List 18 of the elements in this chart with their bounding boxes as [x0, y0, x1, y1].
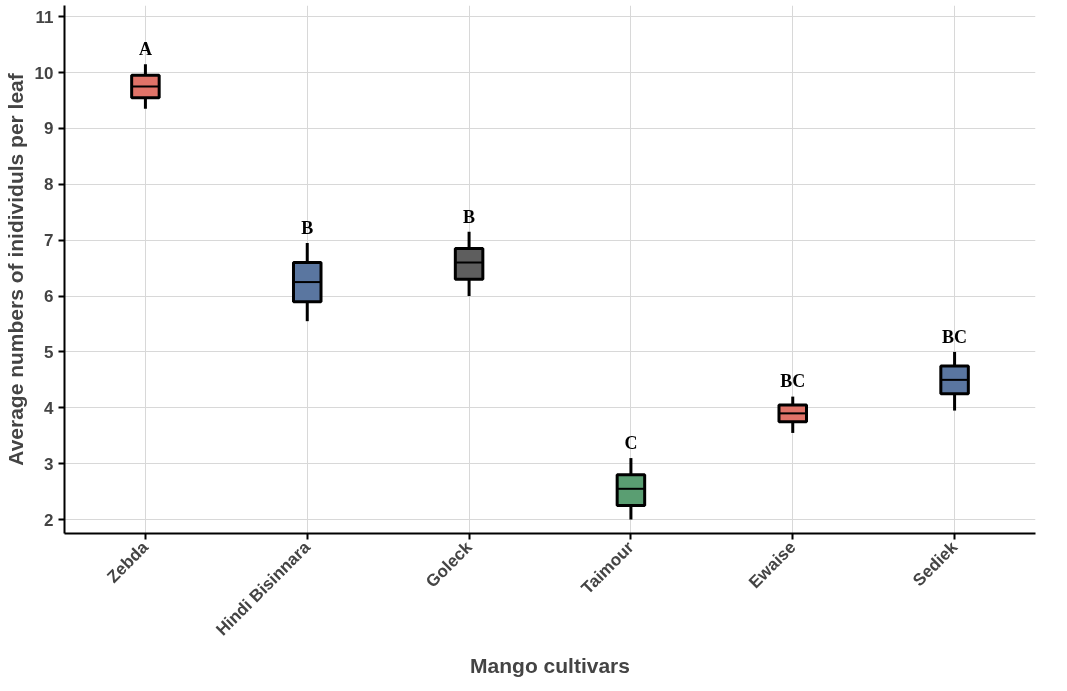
annotation: BC: [942, 326, 968, 347]
y-tick-label: 5: [44, 342, 54, 362]
y-tick-label: 2: [44, 510, 54, 530]
y-tick-label: 9: [44, 119, 54, 139]
y-tick-label: 11: [35, 7, 54, 27]
y-tick-label: 10: [34, 63, 54, 83]
y-axis-title: Average numbers of inidividuls per leaf: [3, 72, 27, 466]
annotation: B: [301, 217, 314, 238]
y-tick-label: 4: [44, 398, 55, 418]
annotation: BC: [780, 371, 806, 392]
y-tick-label: 8: [44, 175, 54, 195]
annotation: C: [624, 432, 638, 453]
annotation: A: [138, 38, 152, 59]
x-axis-title: Mango cultivars: [470, 654, 630, 678]
y-tick-label: 6: [44, 287, 54, 307]
y-tick-label: 3: [44, 454, 54, 474]
y-tick-label: 7: [44, 231, 54, 251]
annotation: B: [463, 206, 476, 227]
